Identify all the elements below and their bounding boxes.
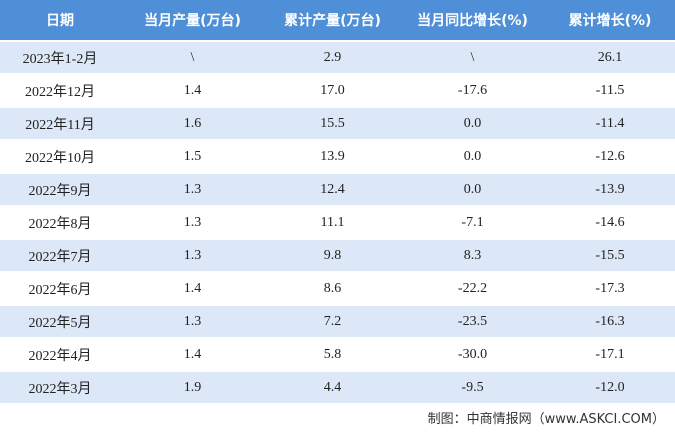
table-row: 2022年9月 1.3 12.4 0.0 -13.9 bbox=[0, 172, 675, 206]
table-cell: -11.4 bbox=[545, 106, 675, 140]
table-cell: -12.0 bbox=[545, 370, 675, 403]
footer-note: 制图：中商情报网（www.ASKCI.COM） bbox=[427, 412, 665, 427]
table-cell: 1.3 bbox=[120, 304, 265, 338]
table-cell: -12.6 bbox=[545, 139, 675, 173]
table-cell: 1.4 bbox=[120, 271, 265, 305]
table-cell: -9.5 bbox=[400, 370, 545, 403]
table-cell: 13.9 bbox=[265, 139, 400, 173]
table-cell: 8.3 bbox=[400, 238, 545, 272]
table-cell: -30.0 bbox=[400, 337, 545, 371]
table-cell: 8.6 bbox=[265, 271, 400, 305]
table-cell: 12.4 bbox=[265, 172, 400, 206]
table-cell: -7.1 bbox=[400, 205, 545, 239]
table-cell: 5.8 bbox=[265, 337, 400, 371]
table-row: 2022年10月 1.5 13.9 0.0 -12.6 bbox=[0, 139, 675, 173]
header-cell: 日期 bbox=[0, 0, 120, 41]
table-cell: -16.3 bbox=[545, 304, 675, 338]
table-cell: 2022年11月 bbox=[0, 106, 120, 140]
data-table: 日期 当月产量(万台) 累计产量(万台) 当月同比增长(%) 累计增长(%) 2023年… bbox=[0, 0, 675, 403]
table-cell: 2022年3月 bbox=[0, 370, 120, 403]
table-cell: -17.6 bbox=[400, 73, 545, 107]
table-cell: \ bbox=[120, 40, 265, 74]
table-cell: 2022年4月 bbox=[0, 337, 120, 371]
table-cell: 2023年1-2月 bbox=[0, 40, 120, 74]
header-cell: 累计产量(万台) bbox=[265, 0, 400, 41]
table-cell: 1.9 bbox=[120, 370, 265, 403]
table-cell: 11.1 bbox=[265, 205, 400, 239]
table-cell: 1.4 bbox=[120, 73, 265, 107]
table-row: 2022年7月 1.3 9.8 8.3 -15.5 bbox=[0, 238, 675, 272]
table-cell: 2022年6月 bbox=[0, 271, 120, 305]
table-row: 2022年12月 1.4 17.0 -17.6 -11.5 bbox=[0, 73, 675, 107]
table-cell: 2022年9月 bbox=[0, 172, 120, 206]
table-cell: -13.9 bbox=[545, 172, 675, 206]
table-cell: -11.5 bbox=[545, 73, 675, 107]
header-row: 日期 当月产量(万台) 累计产量(万台) 当月同比增长(%) 累计增长(%) bbox=[0, 0, 675, 41]
table-cell: -15.5 bbox=[545, 238, 675, 272]
table-cell: -17.3 bbox=[545, 271, 675, 305]
header-cell: 当月产量(万台) bbox=[120, 0, 265, 41]
table-cell: 1.3 bbox=[120, 205, 265, 239]
table-cell: 2022年5月 bbox=[0, 304, 120, 338]
table-cell: 1.3 bbox=[120, 238, 265, 272]
table-cell: 0.0 bbox=[400, 106, 545, 140]
table-body: 2023年1-2月 \ 2.9 \ 26.1 2022年12月 1.4 17.0 -17.6 -1… bbox=[0, 40, 675, 403]
table-cell: 15.5 bbox=[265, 106, 400, 140]
table-cell: 0.0 bbox=[400, 172, 545, 206]
table-cell: 2.9 bbox=[265, 40, 400, 74]
table-row: 2023年1-2月 \ 2.9 \ 26.1 bbox=[0, 40, 675, 74]
table-cell: -17.1 bbox=[545, 337, 675, 371]
table-cell: 2022年10月 bbox=[0, 139, 120, 173]
table-cell: -23.5 bbox=[400, 304, 545, 338]
table-cell: 7.2 bbox=[265, 304, 400, 338]
table-cell: 2022年7月 bbox=[0, 238, 120, 272]
table-cell: 1.4 bbox=[120, 337, 265, 371]
table-row: 2022年4月 1.4 5.8 -30.0 -17.1 bbox=[0, 337, 675, 371]
table-row: 2022年3月 1.9 4.4 -9.5 -12.0 bbox=[0, 370, 675, 403]
table-row: 2022年11月 1.6 15.5 0.0 -11.4 bbox=[0, 106, 675, 140]
table-cell: 26.1 bbox=[545, 40, 675, 74]
header-cell: 累计增长(%) bbox=[545, 0, 675, 41]
table-cell: 4.4 bbox=[265, 370, 400, 403]
table-cell: 1.5 bbox=[120, 139, 265, 173]
table-cell: 1.6 bbox=[120, 106, 265, 140]
table-row: 2022年6月 1.4 8.6 -22.2 -17.3 bbox=[0, 271, 675, 305]
table-cell: 2022年8月 bbox=[0, 205, 120, 239]
table-cell: 9.8 bbox=[265, 238, 400, 272]
table-cell: 1.3 bbox=[120, 172, 265, 206]
table-cell: 0.0 bbox=[400, 139, 545, 173]
table-row: 2022年8月 1.3 11.1 -7.1 -14.6 bbox=[0, 205, 675, 239]
table-cell: -14.6 bbox=[545, 205, 675, 239]
table-cell: \ bbox=[400, 40, 545, 74]
table-row: 2022年5月 1.3 7.2 -23.5 -16.3 bbox=[0, 304, 675, 338]
table-cell: 2022年12月 bbox=[0, 73, 120, 107]
table-cell: 17.0 bbox=[265, 73, 400, 107]
header-cell: 当月同比增长(%) bbox=[400, 0, 545, 41]
table-cell: -22.2 bbox=[400, 271, 545, 305]
